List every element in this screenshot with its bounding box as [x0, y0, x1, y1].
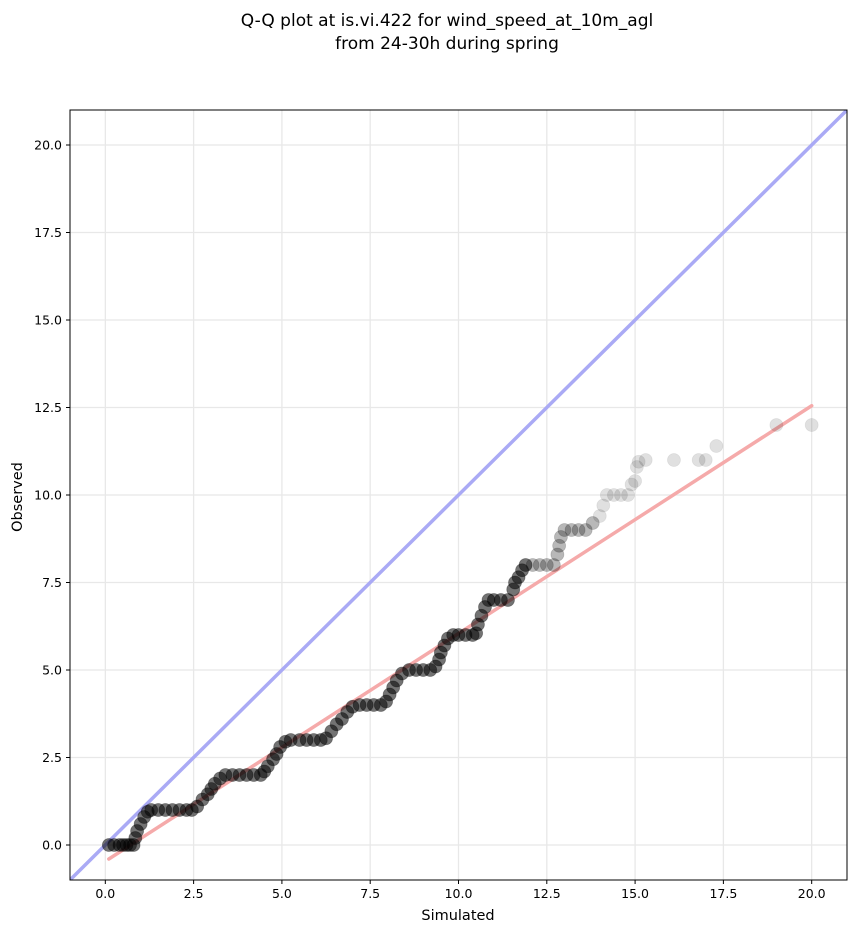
qq-point — [532, 558, 547, 572]
qq-point — [624, 477, 639, 492]
qq-point — [596, 498, 611, 513]
x-tick-label: 17.5 — [709, 886, 737, 901]
qq-point — [709, 439, 724, 453]
qq-point — [599, 488, 614, 502]
x-axis-label: Simulated — [421, 908, 494, 924]
qq-point — [631, 454, 646, 469]
qq-point — [629, 460, 644, 474]
x-tick-label: 20.0 — [798, 886, 826, 901]
x-tick-label: 12.5 — [533, 886, 561, 901]
qq-point — [607, 488, 621, 502]
qq-point — [552, 538, 567, 553]
qq-point — [564, 523, 579, 537]
qq-point — [550, 547, 565, 562]
qq-point — [585, 516, 600, 530]
x-tick-label: 10.0 — [445, 886, 473, 901]
qq-point — [501, 593, 515, 607]
qq-point — [698, 453, 713, 467]
axis-ticks: 0.0 2.5 5.0 7.5 10.0 12.5 15.0 17.5 20.0 0.0 2.5 5.… — [34, 138, 825, 902]
y-tick-label: 7.5 — [42, 575, 62, 590]
x-tick-label: 2.5 — [184, 886, 204, 901]
chart-title-line-2: from 24-30h during spring — [335, 34, 559, 54]
y-tick-label: 20.0 — [34, 138, 62, 153]
qq-point — [571, 523, 586, 537]
qq-point — [638, 453, 653, 467]
y-tick-label: 10.0 — [34, 488, 62, 503]
x-tick-label: 5.0 — [272, 886, 292, 901]
y-tick-label: 17.5 — [34, 225, 62, 240]
scatter-points — [101, 418, 819, 852]
qq-point — [525, 558, 540, 572]
qq-point — [804, 418, 819, 432]
qq-point — [628, 474, 642, 488]
y-tick-label: 5.0 — [42, 663, 62, 678]
y-tick-label: 0.0 — [42, 838, 62, 853]
qq-point — [554, 530, 568, 544]
y-tick-label: 15.0 — [34, 313, 62, 328]
qq-point — [667, 453, 681, 467]
y-tick-label: 12.5 — [34, 400, 62, 415]
qq-point — [592, 509, 607, 523]
qq-point — [578, 523, 593, 537]
qq-point — [546, 558, 561, 572]
qq-point — [518, 558, 533, 572]
identity-line — [70, 110, 847, 880]
x-tick-label: 15.0 — [621, 886, 649, 901]
qq-point — [769, 418, 784, 432]
y-axis-label: Observed — [10, 462, 26, 532]
y-tick-label: 2.5 — [42, 750, 62, 765]
qq-point — [691, 453, 706, 467]
qq-point — [539, 558, 554, 572]
chart-title-line-1: Q-Q plot at is.vi.422 for wind_speed_at_… — [241, 11, 653, 31]
qq-point — [614, 488, 628, 502]
x-tick-label: 0.0 — [95, 886, 115, 901]
x-tick-label: 7.5 — [360, 886, 380, 901]
qq-point — [557, 523, 572, 537]
qq-point — [621, 488, 635, 502]
